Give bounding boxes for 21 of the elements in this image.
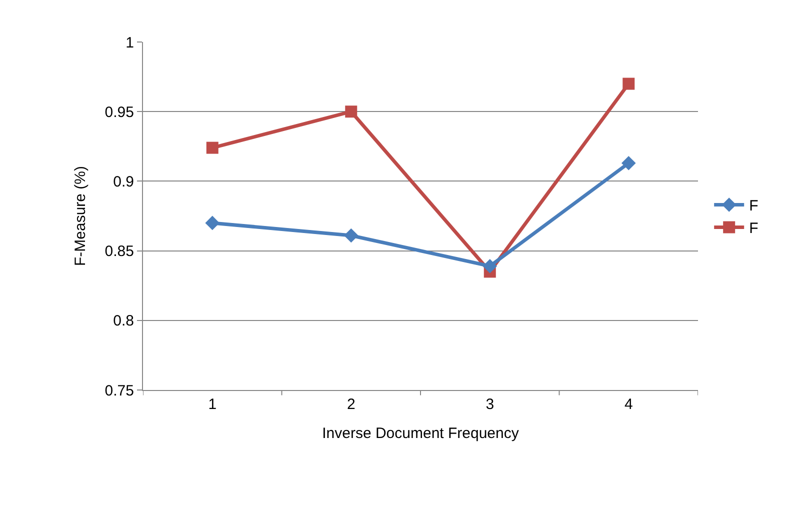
y-tick-label: 0.75: [104, 382, 134, 400]
point: [482, 258, 498, 274]
point: [206, 142, 218, 154]
point: [344, 228, 358, 243]
x-tick-label: 4: [624, 396, 633, 413]
point: [621, 156, 636, 170]
point: [205, 216, 220, 230]
y-tick-label: 0.95: [104, 104, 134, 121]
y-tick-label: 0.8: [113, 312, 134, 330]
x-axis-title: Inverse Document Frequency: [322, 425, 520, 442]
y-tick-label: 1: [126, 34, 134, 52]
point: [345, 106, 358, 118]
y-tick-label: 0.85: [104, 243, 134, 260]
x-tick-label: 1: [208, 396, 217, 413]
y-tick-label: 0.9: [113, 173, 134, 190]
point: [622, 78, 635, 90]
legend-label: F: [749, 198, 758, 215]
x-tick-label: 2: [346, 396, 356, 413]
x-tick-label: 3: [486, 396, 494, 413]
legend-label: F: [749, 220, 758, 238]
y-axis-title: F-Measure (%): [72, 166, 90, 266]
